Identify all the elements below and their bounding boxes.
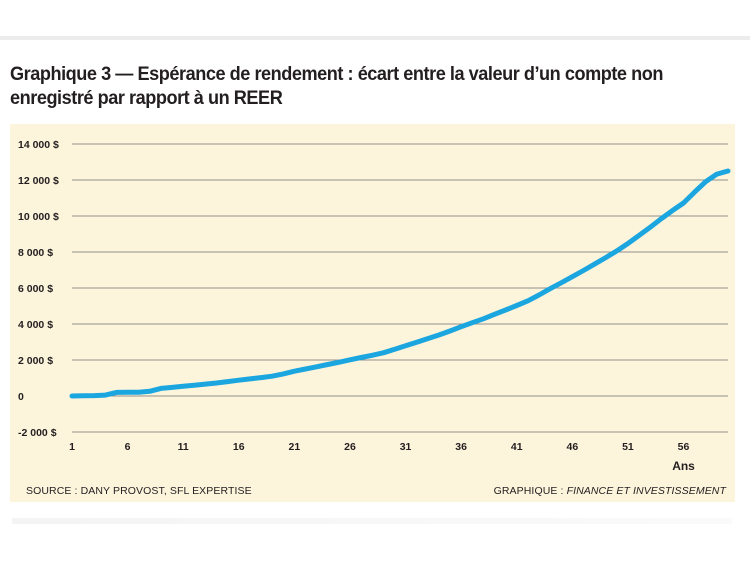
- x-tick-label: 1: [69, 441, 75, 453]
- y-tick-label: 4 000 $: [18, 319, 53, 331]
- top-rule: [0, 36, 750, 40]
- x-axis-title: Ans: [672, 459, 695, 473]
- y-tick-label: 14 000 $: [18, 139, 59, 151]
- line-chart: -2 000 $ 0 2 000 $ 4 000 $ 6 000 $ 8 000 $ 10 …: [18, 139, 731, 473]
- series-line: [69, 168, 731, 399]
- chart-title-line1: Graphique 3 — Espérance de rendement : é…: [10, 63, 663, 85]
- x-tick-label: 31: [400, 441, 412, 453]
- y-tick-label: 2 000 $: [18, 355, 53, 367]
- source-note: SOURCE : DANY PROVOST, SFL EXPERTISE: [26, 485, 252, 497]
- x-tick-label: 26: [344, 441, 356, 453]
- x-tick-label: 16: [233, 441, 245, 453]
- x-tick-label: 6: [125, 441, 131, 453]
- x-tick-label: 36: [455, 441, 467, 453]
- y-tick-label: 6 000 $: [18, 283, 53, 295]
- chart-panel: -2 000 $ 0 2 000 $ 4 000 $ 6 000 $ 8 000 $ 10 …: [10, 124, 735, 502]
- graphic-credit-prefix: GRAPHIQUE :: [493, 485, 567, 497]
- chart-title: Graphique 3 — Espérance de rendement : é…: [10, 62, 684, 110]
- x-tick-label: 21: [289, 441, 301, 453]
- chart-title-line2: enregistré par rapport à un REER: [10, 87, 283, 109]
- y-tick-label: 12 000 $: [18, 175, 59, 187]
- graphic-credit-name: FINANCE ET INVESTISSEMENT: [566, 485, 726, 497]
- y-tick-label: 10 000 $: [18, 211, 59, 223]
- x-tick-label: 41: [511, 441, 523, 453]
- x-tick-label: 51: [622, 441, 634, 453]
- faded-body-text: [12, 518, 732, 524]
- x-tick-label: 56: [678, 441, 690, 453]
- x-tick-label: 11: [178, 441, 189, 453]
- y-tick-label: 8 000 $: [18, 247, 53, 259]
- y-tick-label: -2 000 $: [18, 427, 57, 439]
- y-tick-label: 0: [18, 391, 24, 403]
- graphic-credit: GRAPHIQUE : FINANCE ET INVESTISSEMENT: [494, 485, 726, 497]
- x-tick-label: 46: [566, 441, 578, 453]
